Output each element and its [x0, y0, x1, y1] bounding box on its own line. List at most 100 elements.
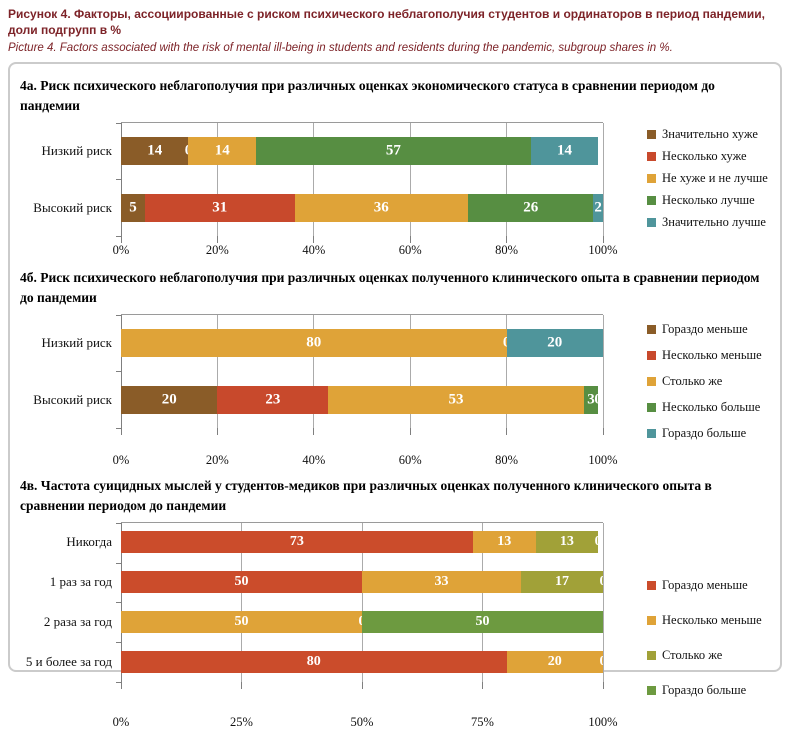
- chart-row: 1 раз за год 50 33 17 0: [20, 562, 603, 602]
- segment-value: 0: [599, 574, 604, 590]
- bar-segment: [535, 531, 599, 554]
- bar-segment: [217, 385, 329, 414]
- axis-tick-mark: [409, 428, 411, 436]
- bar-segment: [328, 385, 584, 414]
- legend-label: Значительно лучше: [662, 214, 766, 229]
- category-axis-tick: [116, 371, 121, 373]
- x-axis: 0% 25% 50% 75% 100%: [113, 708, 618, 732]
- figure-box: 4а. Риск психического неблагополучия при…: [8, 62, 782, 729]
- chart-row: Высокий риск 20 23 53 3 0: [20, 371, 603, 428]
- legend-marker: [647, 581, 656, 591]
- axis-tick-mark: [409, 236, 411, 244]
- segment-value: 13: [497, 534, 512, 550]
- x-tick-label: 100%: [588, 243, 618, 258]
- segment-value: 0: [599, 654, 604, 670]
- bar-segment: [121, 385, 218, 414]
- legend-label: Несколько меньше: [662, 613, 762, 628]
- bar-track: 5 31 36 26 2: [121, 193, 603, 222]
- gridline: [313, 123, 315, 237]
- grid-layer: [116, 122, 604, 244]
- segment-value: 20: [547, 334, 563, 351]
- axis-tick-mark: [361, 682, 363, 690]
- gridline: [216, 123, 218, 237]
- legend-marker: [647, 324, 656, 334]
- x-tick-label: 50%: [350, 715, 374, 730]
- legend-item: Несколько хуже: [647, 145, 790, 167]
- x-tick-label: 0%: [112, 453, 130, 468]
- segment-value: 5: [129, 199, 137, 216]
- category-label: 1 раз за год: [49, 574, 112, 590]
- x-axis: 0% 20% 40% 60% 80% 100%: [113, 446, 618, 470]
- legend-item: Гораздо больше: [647, 673, 790, 708]
- axis-tick-mark: [120, 236, 122, 244]
- bar-track: 050050: [121, 611, 603, 634]
- legend-label: Не хуже и не лучше: [662, 170, 768, 185]
- category-axis-tick: [116, 314, 121, 316]
- chart-row: 5 и более за год 80 20 0: [20, 642, 603, 682]
- bar-track: 080020: [121, 328, 603, 357]
- bar-rows: Никогда 73 13 13 0 1 раз за год 50 33 17 0 2 раза …: [20, 522, 603, 682]
- legend: Значительно хуже Несколько хуже Не хуже и …: [647, 122, 790, 233]
- x-tick-label: 0%: [112, 715, 130, 730]
- bar-track: 73 13 13 0: [121, 531, 603, 554]
- x-tick-label: 80%: [495, 243, 519, 258]
- bar-segment: [506, 328, 603, 357]
- grid-layer: [116, 314, 604, 436]
- segment-value: 33: [434, 574, 449, 590]
- chart-title: 4б. Риск психического неблагополучия при…: [20, 270, 760, 305]
- chart-title: 4а. Риск психического неблагополучия при…: [20, 78, 715, 113]
- bar-segment: [506, 651, 603, 674]
- legend-marker: [647, 376, 656, 386]
- axis-tick-mark: [602, 682, 604, 690]
- segment-value: 26: [523, 199, 539, 216]
- bar-segment: [468, 193, 594, 222]
- gridline: [120, 315, 122, 429]
- legend-marker: [647, 217, 656, 227]
- segment-value: 13: [559, 534, 574, 550]
- bar-segment: [121, 531, 473, 554]
- segment-value: 31: [212, 199, 228, 216]
- bar-rows: Низкий риск 080020 Высокий риск 20 23 53 30: [20, 314, 603, 428]
- bar-segment: [121, 193, 146, 222]
- legend-item: Столько же: [647, 638, 790, 673]
- axis-tick-mark: [506, 236, 508, 244]
- bar-track: 20 23 53 3 0: [121, 385, 603, 414]
- legend-item: Несколько меньше: [647, 342, 790, 368]
- segment-value: 2: [594, 199, 602, 216]
- segment-value: 3: [587, 391, 595, 408]
- x-tick-label: 25%: [230, 715, 253, 730]
- segment-value: 50: [475, 614, 490, 630]
- bar-segment: [121, 651, 507, 674]
- axis-tick-mark: [506, 428, 508, 436]
- gridline: [506, 123, 508, 237]
- segment-value: 73: [289, 534, 304, 550]
- legend-marker: [647, 173, 656, 183]
- category-axis-tick: [116, 235, 121, 237]
- chart-4b: 4б. Риск психического неблагополучия при…: [20, 268, 780, 470]
- plot-area: Низкий риск 080020 Высокий риск 20 23 53 30: [20, 314, 604, 436]
- gridline: [313, 315, 315, 429]
- figure-title-en: Picture 4. Factors associated with the r…: [8, 42, 673, 55]
- legend-item: Гораздо меньше: [647, 316, 790, 342]
- plot-wrap: Никогда 73 13 13 0 1 раз за год 50 33 17 0 2 раза …: [20, 522, 780, 708]
- legend: Гораздо меньше Несколько меньше Столько же…: [647, 522, 790, 708]
- legend-item: Несколько меньше: [647, 603, 790, 638]
- plot-wrap: Низкий риск 080020 Высокий риск 20 23 53 30 Го…: [20, 314, 780, 446]
- axis-tick-mark: [313, 236, 315, 244]
- legend-marker: [647, 402, 656, 412]
- legend-marker: [647, 428, 656, 438]
- legend-item: Столько же: [647, 368, 790, 394]
- gridline: [602, 523, 604, 683]
- legend-marker: [647, 129, 656, 139]
- chart-4a: 4а. Риск психического неблагополучия при…: [20, 76, 780, 260]
- legend-label: Столько же: [662, 648, 723, 663]
- legend-label: Гораздо больше: [662, 683, 747, 698]
- axis-tick-mark: [216, 236, 218, 244]
- bar-segment: [188, 136, 256, 165]
- legend-label: Столько же: [662, 373, 723, 388]
- segment-value: 53: [448, 391, 464, 408]
- chart-4c: 4в. Частота суицидных мыслей у студентов…: [20, 476, 780, 732]
- bar-segment: [362, 611, 603, 634]
